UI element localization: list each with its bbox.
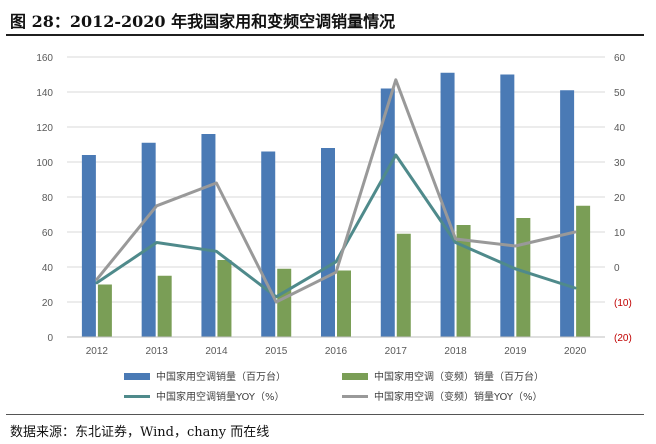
bar-total-2013 [141, 142, 156, 337]
right-tick-label: 20 [614, 193, 626, 204]
bar-total-2019 [500, 74, 515, 337]
legend-swatch [342, 373, 368, 380]
legend-swatch [124, 373, 150, 380]
legend-label: 中国家用空调销量YOY（%） [156, 390, 285, 403]
left-tick-label: 20 [42, 298, 54, 309]
right-tick-label: 60 [614, 53, 626, 64]
x-tick-label: 2016 [325, 346, 348, 357]
right-tick-label: (10) [614, 298, 632, 309]
x-tick-label: 2019 [504, 346, 527, 357]
bar-inverter-2012 [97, 284, 112, 337]
left-tick-label: 120 [36, 123, 53, 134]
bar-inverter-2019 [516, 218, 531, 337]
legend: 中国家用空调销量（百万台） 中国家用空调（变频）销量（百万台） 中国家用空调销量YO… [124, 370, 544, 403]
left-tick-label: 160 [36, 53, 53, 64]
right-tick-label: 30 [614, 158, 626, 169]
grid-lines [67, 56, 605, 303]
bar-inverter-2014 [217, 260, 232, 337]
title-divider [6, 34, 644, 36]
source-divider [6, 414, 644, 415]
left-tick-label: 140 [36, 88, 53, 99]
bar-total-2018 [440, 72, 455, 337]
x-tick-label: 2017 [385, 346, 408, 357]
bar-total-2016 [321, 148, 335, 337]
left-tick-label: 40 [42, 263, 54, 274]
legend-label: 中国家用空调（变频）销量YOY（%） [374, 390, 543, 403]
bar-inverter-2016 [337, 270, 351, 337]
x-tick-label: 2012 [86, 346, 109, 357]
bar-total-2015 [261, 151, 276, 337]
right-tick-label: (20) [614, 333, 632, 344]
bars [81, 72, 591, 337]
left-tick-label: 0 [47, 333, 53, 344]
bar-inverter-2017 [396, 233, 411, 337]
x-tick-label: 2013 [146, 346, 169, 357]
bar-inverter-2020 [576, 205, 591, 337]
right-tick-label: 50 [614, 88, 626, 99]
bar-total-2020 [560, 90, 575, 337]
x-tick-label: 2015 [265, 346, 288, 357]
x-tick-label: 2020 [564, 346, 587, 357]
left-tick-label: 80 [42, 193, 54, 204]
x-tick-label: 2014 [205, 346, 228, 357]
legend-label: 中国家用空调（变频）销量（百万台） [374, 370, 544, 383]
figure-title: 图 28：2012-2020 年我国家用和变频空调销量情况 [10, 12, 396, 31]
right-tick-label: 10 [614, 228, 626, 239]
bar-inverter-2013 [157, 275, 172, 337]
axes: 0 20 40 60 80 100 120 140 160 (20) (10) 0 10 20 30 40 50… [36, 53, 631, 357]
left-tick-label: 100 [36, 158, 53, 169]
bar-total-2017 [380, 88, 395, 337]
bar-total-2014 [201, 134, 216, 337]
bar-total-2012 [81, 155, 96, 337]
yoy-lines [95, 78, 577, 304]
bar-inverter-2018 [456, 225, 471, 337]
right-tick-label: 0 [614, 263, 620, 274]
bar-inverter-2015 [277, 268, 292, 337]
right-tick-label: 40 [614, 123, 626, 134]
legend-label: 中国家用空调销量（百万台） [156, 370, 286, 383]
source-note: 数据来源：东北证券，Wind，chany 而在线 [10, 425, 270, 440]
x-tick-label: 2018 [444, 346, 467, 357]
left-tick-label: 60 [42, 228, 54, 239]
